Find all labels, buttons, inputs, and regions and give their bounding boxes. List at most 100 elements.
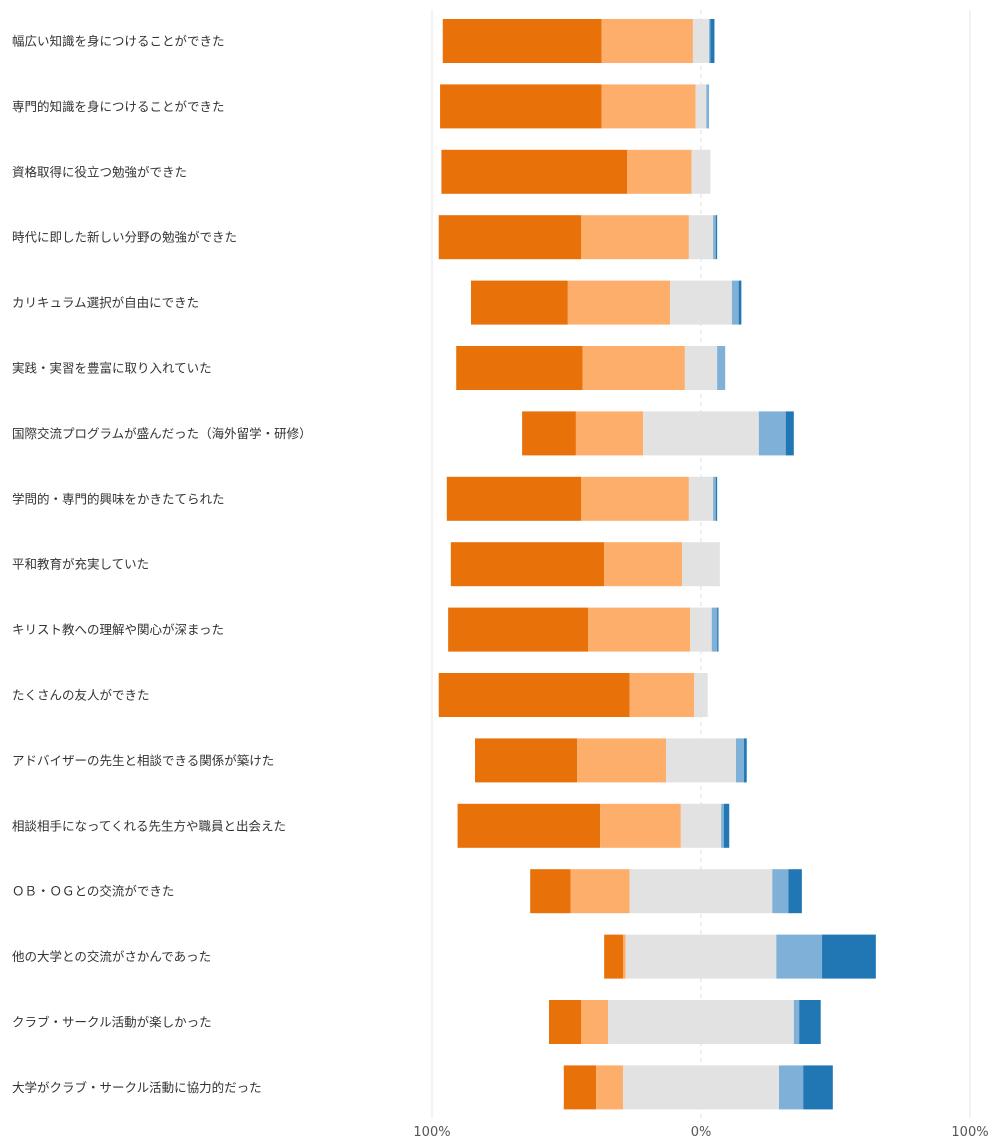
bar-segment xyxy=(604,934,623,979)
row-label: 資格取得に役立つ勉強ができた xyxy=(12,164,187,179)
row-label: 幅広い知識を身につけることができた xyxy=(12,34,225,49)
bar-segment xyxy=(666,738,736,783)
row-label: 国際交流プログラムが盛んだった（海外留学・研修） xyxy=(12,426,312,441)
bar-segment xyxy=(627,149,692,194)
row-label: 大学がクラブ・サークル活動に協力的だった xyxy=(12,1080,262,1095)
row-label: 相談相手になってくれる先生方や職員と出会えた xyxy=(12,818,286,833)
row-label: キリスト教への理解や関心が深まった xyxy=(12,622,224,637)
row-label: 学問的・専門的興味をかきたてられた xyxy=(12,491,225,506)
bar-segment xyxy=(622,934,626,979)
bar-segment xyxy=(822,934,876,979)
bar-segment xyxy=(575,411,644,456)
bar-segment xyxy=(438,215,582,260)
bar-segment xyxy=(692,19,710,63)
bar-segment xyxy=(684,346,718,390)
bar-segment xyxy=(622,1065,780,1110)
row-label: アドバイザーの先生と相談できる関係が築けた xyxy=(12,753,274,768)
bar-segment xyxy=(717,607,719,652)
row-label: 平和教育が充実していた xyxy=(12,557,149,572)
row-label: 専門的知識を身につけることができた xyxy=(12,99,225,114)
bar-segment xyxy=(563,1065,597,1110)
bar-segment xyxy=(785,411,794,456)
bar-segment xyxy=(629,869,773,914)
bar-segment xyxy=(691,149,711,194)
bar-segment xyxy=(688,476,714,521)
bar-segment xyxy=(682,542,720,587)
bar-segment xyxy=(581,1000,609,1044)
x-tick-label: 100% xyxy=(951,1125,988,1140)
bar-segment xyxy=(522,411,576,456)
bar-segment xyxy=(549,1000,582,1044)
row-label: 実践・実習を豊富に取り入れていた xyxy=(12,361,212,376)
bar-segment xyxy=(709,19,711,63)
bar-segment xyxy=(582,346,685,390)
row-label: カリキュラム選択が自由にできた xyxy=(12,295,199,310)
x-tick-label: 100% xyxy=(413,1125,450,1140)
bar-segment xyxy=(744,738,747,783)
bar-segment xyxy=(457,803,601,848)
bar-segment xyxy=(596,1065,623,1110)
bar-segment xyxy=(772,869,789,914)
bar-segment xyxy=(803,1065,833,1110)
bars xyxy=(438,19,876,1110)
bar-segment xyxy=(440,84,602,129)
row-label: 他の大学との交流がさかんであった xyxy=(12,949,211,964)
bar-segment xyxy=(608,1000,794,1044)
bar-segment xyxy=(604,542,683,587)
bar-segment xyxy=(446,476,582,521)
bar-segment xyxy=(441,149,628,194)
bar-segment xyxy=(570,869,630,914)
bar-segment xyxy=(694,673,708,717)
row-label: たくさんの友人ができた xyxy=(12,688,150,703)
row-label: クラブ・サークル活動が楽しかった xyxy=(12,1015,212,1030)
bar-segment xyxy=(788,869,802,914)
x-tick-label: 0% xyxy=(691,1125,712,1140)
bar-segment xyxy=(723,803,730,848)
bar-segment xyxy=(567,280,671,325)
bar-segment xyxy=(471,280,568,325)
bar-segment xyxy=(600,803,681,848)
bar-segment xyxy=(717,346,726,390)
bar-segment xyxy=(713,215,716,260)
bar-segment xyxy=(776,934,823,979)
bar-segment xyxy=(680,803,722,848)
bar-segment xyxy=(629,673,695,717)
bar-segment xyxy=(779,1065,804,1110)
bar-segment xyxy=(793,1000,800,1044)
bar-segment xyxy=(731,280,739,325)
bar-segment xyxy=(530,869,571,914)
bar-segment xyxy=(450,542,605,587)
bar-segment xyxy=(799,1000,821,1044)
bar-segment xyxy=(670,280,732,325)
bar-segment xyxy=(601,84,696,129)
bar-segment xyxy=(690,607,712,652)
bar-segment xyxy=(735,738,745,783)
bar-segment xyxy=(695,84,707,129)
bar-segment xyxy=(577,738,667,783)
bar-segment xyxy=(625,934,777,979)
bar-segment xyxy=(738,280,742,325)
row-labels: 幅広い知識を身につけることができた専門的知識を身につけることができた資格取得に役… xyxy=(12,34,312,1095)
bar-segment xyxy=(758,411,786,456)
bar-segment xyxy=(581,476,689,521)
bar-segment xyxy=(588,607,691,652)
bar-segment xyxy=(706,84,710,129)
bar-segment xyxy=(721,803,724,848)
bar-segment xyxy=(448,607,589,652)
bar-segment xyxy=(475,738,578,783)
bar-segment xyxy=(710,19,715,63)
bar-segment xyxy=(643,411,759,456)
bar-segment xyxy=(601,19,693,63)
row-label: ＯＢ・ＯＧとの交流ができた xyxy=(12,884,174,899)
bar-segment xyxy=(711,607,718,652)
bar-segment xyxy=(438,673,630,717)
bar-segment xyxy=(713,476,716,521)
bar-segment xyxy=(715,215,718,260)
bar-segment xyxy=(456,346,583,390)
bar-segment xyxy=(581,215,689,260)
bar-segment xyxy=(715,476,718,521)
x-axis-ticks: 100% 0% 100% xyxy=(413,1125,988,1140)
bar-segment xyxy=(442,19,602,63)
row-label: 時代に即した新しい分野の勉強ができた xyxy=(12,230,237,245)
